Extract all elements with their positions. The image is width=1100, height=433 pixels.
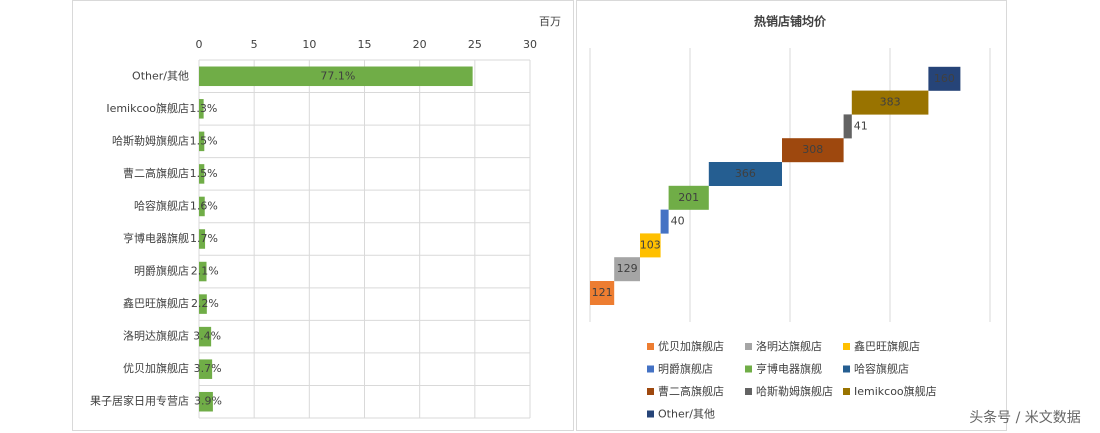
unit-label: 百万 <box>539 15 561 28</box>
legend-label: 鑫巴旺旗舰店 <box>854 339 920 353</box>
data-label: 3.9% <box>194 395 222 408</box>
bar <box>851 90 929 115</box>
y-tick-label: 哈斯勒姆旗舰店 <box>112 133 189 147</box>
data-label: 1.6% <box>190 199 218 212</box>
y-tick-label: 优贝加旗舰店 <box>123 361 189 375</box>
x-tick-label: 30 <box>523 38 537 51</box>
data-label: 41 <box>854 119 868 132</box>
x-tick-label: 10 <box>302 38 316 51</box>
x-tick-label: 5 <box>251 38 258 51</box>
bar <box>199 99 204 119</box>
data-label: 1.5% <box>190 167 218 180</box>
data-label: 129 <box>617 262 638 275</box>
legend-label: 亨博电器旗舰 <box>756 362 822 376</box>
data-label: 1.5% <box>190 134 218 147</box>
bar <box>199 294 207 314</box>
y-tick-label: 明爵旗舰店 <box>134 264 189 278</box>
x-tick-label: 25 <box>468 38 482 51</box>
data-label: 103 <box>640 238 661 251</box>
legend-swatch <box>647 365 654 373</box>
y-tick-label: 曹二高旗舰店 <box>123 166 189 180</box>
x-tick-label: 0 <box>196 38 203 51</box>
bar <box>199 66 473 87</box>
data-label: 160 <box>934 72 955 85</box>
legend-swatch <box>843 365 850 373</box>
x-tick-label: 15 <box>358 38 372 51</box>
legend-label: 洛明达旗舰店 <box>756 339 822 353</box>
bar <box>199 359 213 379</box>
data-label: 40 <box>671 215 685 228</box>
bar <box>199 261 207 282</box>
data-label: 383 <box>880 96 901 109</box>
bar <box>199 164 205 184</box>
bar <box>660 209 669 234</box>
bar <box>199 229 206 249</box>
legend-swatch <box>647 388 654 395</box>
data-label: 3.7% <box>194 362 222 375</box>
bar <box>668 185 709 210</box>
data-label: 121 <box>592 286 613 299</box>
legend-label: 哈容旗舰店 <box>854 362 909 376</box>
y-tick-label: 哈容旗舰店 <box>134 198 189 212</box>
bar <box>708 162 782 186</box>
y-tick-label: 亨博电器旗舰 <box>123 231 189 245</box>
legend-label: 明爵旗舰店 <box>658 362 713 376</box>
legend-swatch <box>843 343 850 350</box>
bar <box>782 138 844 163</box>
legend-label: 曹二高旗舰店 <box>658 384 724 398</box>
watermark: 头条号 / 米文数据 <box>969 409 1081 426</box>
legend-swatch <box>647 410 654 418</box>
bar <box>928 66 961 91</box>
bar <box>843 114 852 139</box>
legend-label: Iemikcoo旗舰店 <box>854 384 937 398</box>
legend-label: 哈斯勒姆旗舰店 <box>756 384 833 398</box>
bar <box>640 233 661 258</box>
data-label: 308 <box>802 143 823 156</box>
legend-swatch <box>843 388 850 395</box>
legend-swatch <box>745 343 752 350</box>
data-label: 201 <box>678 191 699 204</box>
y-tick-label: 果子居家日用专营店 <box>90 394 189 408</box>
legend-swatch <box>745 388 752 395</box>
y-tick-label: Other/其他 <box>132 69 189 82</box>
bar <box>199 391 213 412</box>
bar <box>199 131 205 152</box>
data-label: 2.1% <box>191 265 219 278</box>
legend-swatch <box>745 365 752 373</box>
data-label: 77.1% <box>320 69 355 82</box>
bar <box>199 326 212 347</box>
data-label: 3.4% <box>193 330 221 343</box>
data-label: 366 <box>735 167 756 180</box>
legend-label: 优贝加旗舰店 <box>658 339 724 353</box>
bar <box>614 257 640 282</box>
y-tick-label: 鑫巴旺旗舰店 <box>123 296 189 310</box>
chart-title: 热销店铺均价 <box>754 14 827 29</box>
data-label: 1.7% <box>190 232 218 245</box>
legend-label: Other/其他 <box>658 408 715 421</box>
y-tick-label: Iemikcoo旗舰店 <box>106 101 189 115</box>
legend-swatch <box>647 343 654 350</box>
data-label: 2.2% <box>191 297 219 310</box>
data-label: 1.3% <box>189 102 217 115</box>
bar <box>199 196 205 217</box>
bar <box>590 281 615 305</box>
y-tick-label: 洛明达旗舰店 <box>123 329 189 343</box>
x-tick-label: 20 <box>413 38 427 51</box>
